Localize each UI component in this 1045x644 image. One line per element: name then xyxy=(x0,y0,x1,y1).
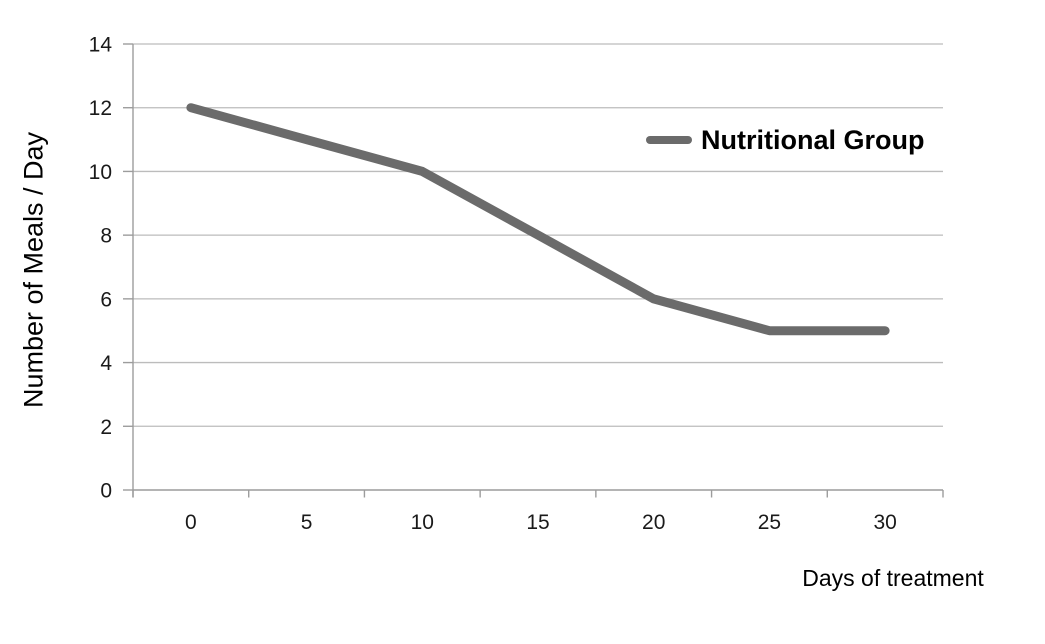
legend: Nutritional Group xyxy=(646,123,924,157)
x-tick-label: 20 xyxy=(642,511,665,534)
y-tick-label: 8 xyxy=(100,225,112,248)
y-tick-label: 12 xyxy=(89,97,112,120)
x-tick-label: 25 xyxy=(758,511,781,534)
y-tick-label: 2 xyxy=(100,416,112,439)
y-axis-title: Number of Meals / Day xyxy=(18,131,49,409)
legend-line-marker xyxy=(646,136,692,144)
x-tick-label: 5 xyxy=(301,511,313,534)
x-tick-label: 0 xyxy=(185,511,197,534)
x-tick-label: 15 xyxy=(526,511,549,534)
x-tick-label: 30 xyxy=(873,511,896,534)
y-tick-label: 4 xyxy=(100,352,112,375)
series-line xyxy=(186,103,890,336)
legend-series-label: Nutritional Group xyxy=(701,125,925,155)
y-tick-label: 6 xyxy=(100,288,112,311)
x-tick-label: 10 xyxy=(411,511,434,534)
y-tick-label: 10 xyxy=(89,161,112,184)
y-tick-label: 0 xyxy=(100,480,112,503)
x-axis-title: Days of treatment xyxy=(802,565,984,591)
y-tick-label: 14 xyxy=(89,34,113,57)
